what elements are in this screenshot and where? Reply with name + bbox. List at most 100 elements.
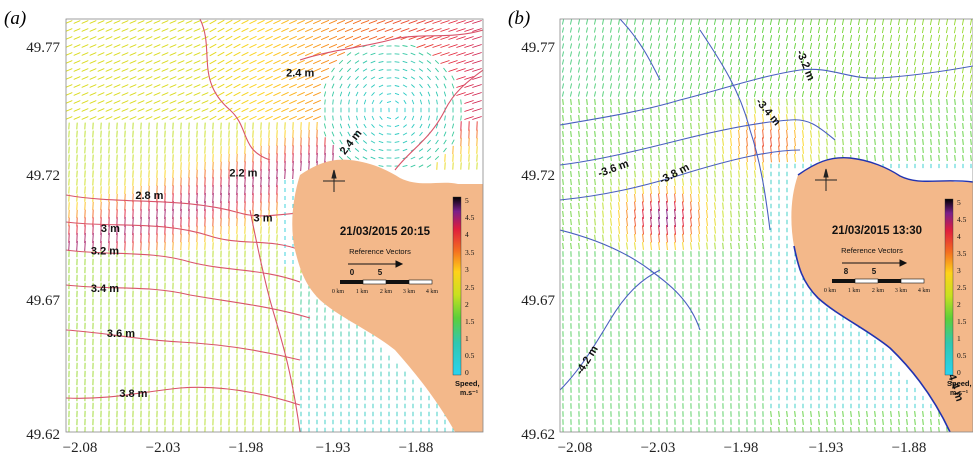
current-vector <box>169 100 177 104</box>
current-vector <box>649 43 653 49</box>
current-vector <box>241 83 249 89</box>
current-vector <box>185 68 193 72</box>
current-vector <box>969 42 973 50</box>
current-vector <box>913 66 917 74</box>
current-vector <box>121 60 129 64</box>
current-vector <box>427 123 431 129</box>
current-vector <box>898 123 900 129</box>
current-vector <box>233 27 241 33</box>
current-vector <box>145 28 153 32</box>
current-vector <box>209 115 217 121</box>
current-vector <box>945 50 949 58</box>
current-vector <box>682 201 684 211</box>
current-vector <box>324 115 326 121</box>
current-vector <box>857 82 861 90</box>
current-vector <box>241 43 249 49</box>
current-vector <box>785 43 789 49</box>
current-vector <box>249 99 257 105</box>
current-vector <box>89 116 97 120</box>
current-vector <box>706 170 708 178</box>
current-vector <box>682 138 684 146</box>
current-vector <box>610 51 612 57</box>
current-vector <box>697 59 701 65</box>
current-vector <box>738 137 740 147</box>
colorbar-tick-label: 0.5 <box>957 351 967 360</box>
current-vector <box>265 83 273 89</box>
current-vector <box>786 121 788 131</box>
current-vector <box>714 202 716 210</box>
current-vector <box>305 83 313 89</box>
current-vector <box>426 67 432 73</box>
current-vector <box>865 66 869 74</box>
current-vector <box>594 91 596 97</box>
panel-a-reference-arrow <box>348 260 404 268</box>
current-vector <box>89 36 97 40</box>
current-vector <box>313 59 321 65</box>
current-vector <box>273 107 281 113</box>
current-vector <box>722 194 724 202</box>
current-vector <box>626 186 628 194</box>
current-vector <box>674 122 676 130</box>
current-vector <box>690 122 692 130</box>
current-vector <box>137 36 145 40</box>
current-vector <box>626 131 628 137</box>
panel-a-reference-value: 0 <box>350 268 355 277</box>
current-vector <box>289 51 297 57</box>
current-vector <box>762 106 764 114</box>
current-vector <box>697 43 701 49</box>
current-vector <box>89 68 97 72</box>
current-vector <box>121 116 129 120</box>
current-vector <box>570 139 572 145</box>
current-vector <box>786 153 788 163</box>
current-vector <box>448 52 458 56</box>
panel-a-x-axis: −2.08 −2.03 −1.98 −1.93 −1.88 <box>63 440 434 456</box>
current-vector <box>874 115 876 121</box>
current-vector <box>145 92 153 96</box>
current-vector <box>873 90 877 98</box>
current-vector <box>745 75 749 81</box>
current-vector <box>292 160 294 172</box>
contour-line <box>560 119 836 166</box>
current-vector <box>873 42 877 50</box>
current-vector <box>443 91 447 97</box>
current-vector <box>313 67 321 73</box>
current-vector <box>714 178 716 186</box>
current-vector <box>746 186 748 194</box>
current-vector <box>666 193 668 203</box>
current-vector <box>969 74 973 82</box>
current-vector <box>961 58 965 66</box>
current-vector <box>448 20 458 24</box>
current-vector <box>634 178 636 186</box>
current-vector <box>185 60 193 64</box>
current-vector <box>929 58 933 66</box>
current-vector <box>738 106 740 114</box>
current-vector <box>410 164 416 168</box>
current-vector <box>938 139 940 145</box>
panel-a-colorbar-ticks: 5 4.5 4 3.5 3 2.5 2 1.5 1 0.5 0 <box>465 196 475 377</box>
current-vector <box>443 147 447 153</box>
current-vector <box>84 232 86 244</box>
current-vector <box>570 59 572 65</box>
current-vector <box>400 27 410 33</box>
current-vector <box>746 129 748 139</box>
current-vector <box>448 28 458 32</box>
current-vector <box>578 155 580 161</box>
current-vector <box>698 138 700 146</box>
current-vector <box>754 202 756 210</box>
current-vector <box>937 58 941 66</box>
current-vector <box>841 42 845 50</box>
current-vector <box>257 59 265 65</box>
current-vector <box>641 91 645 97</box>
current-vector <box>586 67 588 73</box>
current-vector <box>626 19 628 25</box>
current-vector <box>363 91 367 97</box>
current-vector <box>858 106 860 114</box>
scale-label: 4 km <box>426 289 439 295</box>
current-vector <box>185 108 193 112</box>
current-vector <box>706 234 708 242</box>
current-vector <box>225 59 233 65</box>
current-vector <box>355 139 359 145</box>
current-vector <box>738 202 740 210</box>
current-vector <box>650 131 652 137</box>
current-vector <box>658 123 660 129</box>
